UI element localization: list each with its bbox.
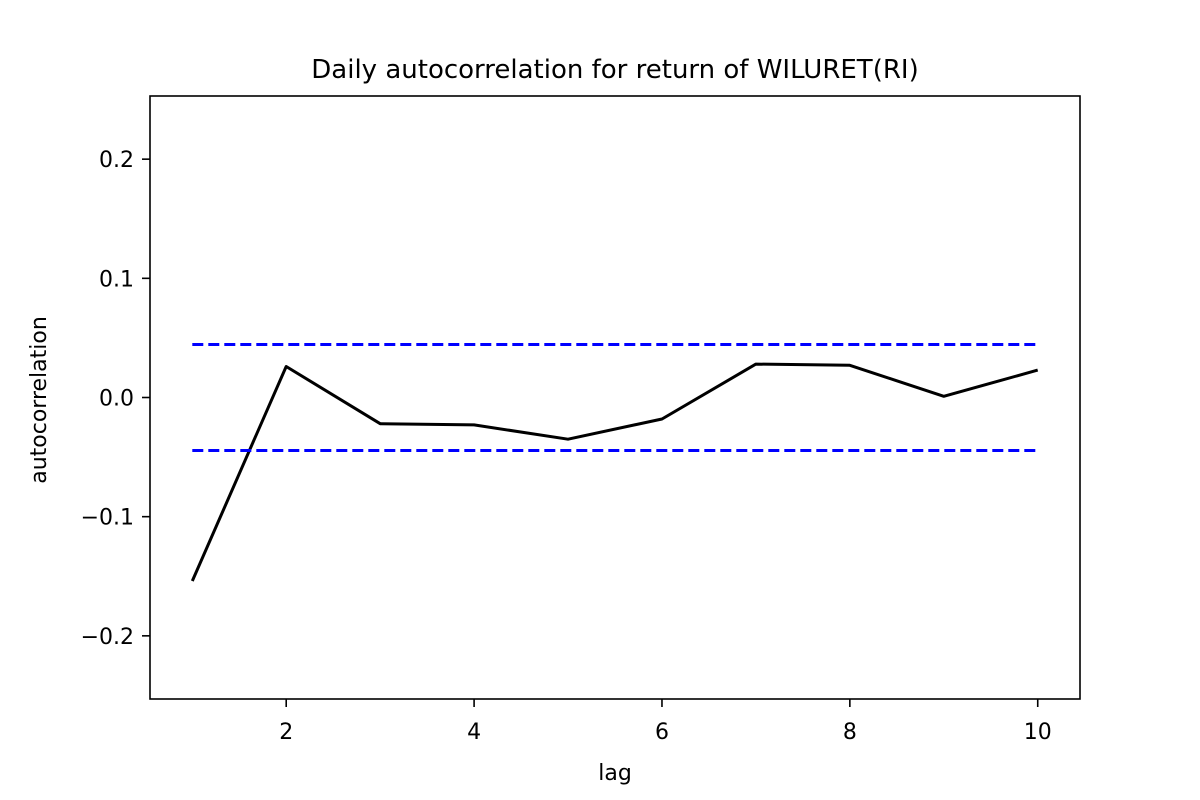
y-tick-label: −0.2	[81, 625, 134, 650]
x-tick-label: 6	[655, 720, 669, 745]
x-tick-label: 2	[279, 720, 293, 745]
plot-frame	[149, 95, 1081, 700]
y-axis: −0.2 −0.1 0.0 0.1 0.2	[81, 148, 150, 650]
autocorrelation-line	[190, 362, 1039, 582]
x-tick-label: 8	[843, 720, 857, 745]
x-tick-label: 4	[467, 720, 481, 745]
series-layer	[190, 343, 1039, 582]
x-tick-label: 10	[1024, 720, 1052, 745]
y-tick-label: 0.0	[99, 387, 134, 412]
y-axis-title: autocorrelation	[27, 316, 52, 484]
x-axis: 2 4 6 8 10	[279, 699, 1052, 745]
chart-title: Daily autocorrelation for return of WILU…	[311, 55, 918, 85]
y-tick-label: 0.2	[99, 148, 134, 173]
x-axis-title: lag	[598, 761, 632, 786]
y-tick-label: −0.1	[81, 506, 134, 531]
y-tick-label: 0.1	[99, 267, 134, 292]
